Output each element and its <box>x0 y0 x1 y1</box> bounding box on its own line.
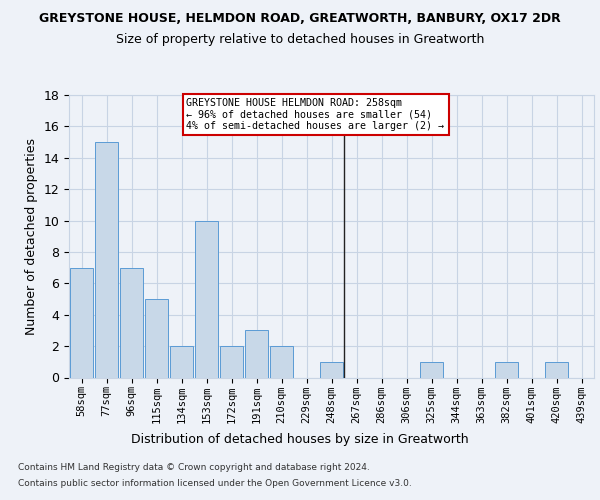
Bar <box>145 299 168 378</box>
Bar <box>495 362 518 378</box>
Bar <box>170 346 193 378</box>
Bar <box>95 142 118 378</box>
Bar <box>70 268 93 378</box>
Text: GREYSTONE HOUSE HELMDON ROAD: 258sqm
← 96% of detached houses are smaller (54)
4: GREYSTONE HOUSE HELMDON ROAD: 258sqm ← 9… <box>187 98 445 132</box>
Bar <box>120 268 143 378</box>
Text: Size of property relative to detached houses in Greatworth: Size of property relative to detached ho… <box>116 32 484 46</box>
Bar <box>320 362 343 378</box>
Bar <box>420 362 443 378</box>
Bar <box>245 330 268 378</box>
Text: Distribution of detached houses by size in Greatworth: Distribution of detached houses by size … <box>131 432 469 446</box>
Bar <box>195 220 218 378</box>
Bar <box>270 346 293 378</box>
Text: Contains HM Land Registry data © Crown copyright and database right 2024.: Contains HM Land Registry data © Crown c… <box>18 462 370 471</box>
Y-axis label: Number of detached properties: Number of detached properties <box>25 138 38 335</box>
Text: Contains public sector information licensed under the Open Government Licence v3: Contains public sector information licen… <box>18 479 412 488</box>
Text: GREYSTONE HOUSE, HELMDON ROAD, GREATWORTH, BANBURY, OX17 2DR: GREYSTONE HOUSE, HELMDON ROAD, GREATWORT… <box>39 12 561 26</box>
Bar <box>545 362 568 378</box>
Bar <box>220 346 243 378</box>
